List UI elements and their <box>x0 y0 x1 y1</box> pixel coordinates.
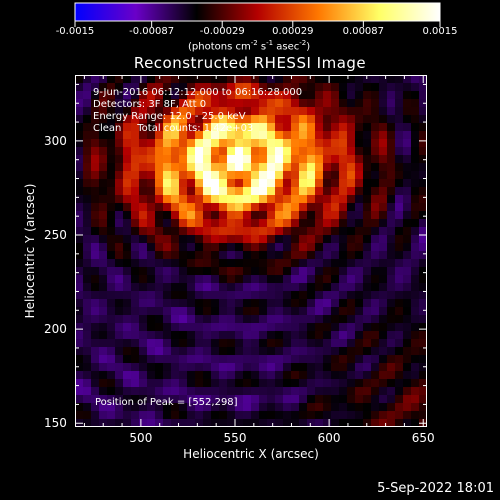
plot-timestamp: 5-Sep-2022 18:01 <box>377 481 494 496</box>
colorbar-tick-label: 0.00087 <box>342 26 385 37</box>
annotation-energy-range: Energy Range: 12.0 - 25.0 keV <box>93 111 246 122</box>
colorbar-tick-label: -0.00087 <box>129 26 175 37</box>
x-tick-label: 600 <box>317 431 341 445</box>
colorbar-ticks <box>74 21 441 27</box>
x-axis-label: Heliocentric X (arcsec) <box>183 447 319 461</box>
colorbar-tick-label: -0.00029 <box>199 26 245 37</box>
colorbar-tick-label: -0.0015 <box>55 26 95 37</box>
annotation-clean-counts: Clean Total counts: 1.42e+03 <box>93 123 254 134</box>
chart-title: Reconstructed RHESSI Image <box>133 54 367 72</box>
x-tick-label: 500 <box>129 431 153 445</box>
colorbar-units: (photons cm-2 s-1 asec-2) <box>188 39 311 53</box>
y-tick-label: 150 <box>44 416 67 431</box>
y-tick-label: 200 <box>44 322 67 337</box>
colorbar <box>74 2 441 27</box>
y-tick-label: 250 <box>44 228 67 242</box>
x-tick-label: 650 <box>411 431 435 445</box>
plot-area: 9-Jun-2016 06:12:12.000 to 06:16:28.000 … <box>75 75 427 427</box>
colorbar-tick-label: 0.0015 <box>422 26 458 37</box>
y-axis-label: Heliocentric Y (arcsec) <box>23 183 37 319</box>
annotation-detectors: Detectors: 3F 8F, Att 0 <box>93 99 207 110</box>
annotation-time-range: 9-Jun-2016 06:12:12.000 to 06:16:28.000 <box>93 87 303 98</box>
colorbar-gradient <box>74 2 441 22</box>
y-tick-label: 300 <box>44 133 67 148</box>
x-tick-label: 550 <box>223 431 247 445</box>
annotation-peak-position: Position of Peak = [552,298] <box>95 397 238 408</box>
colorbar-tick-label: 0.00029 <box>272 26 314 37</box>
